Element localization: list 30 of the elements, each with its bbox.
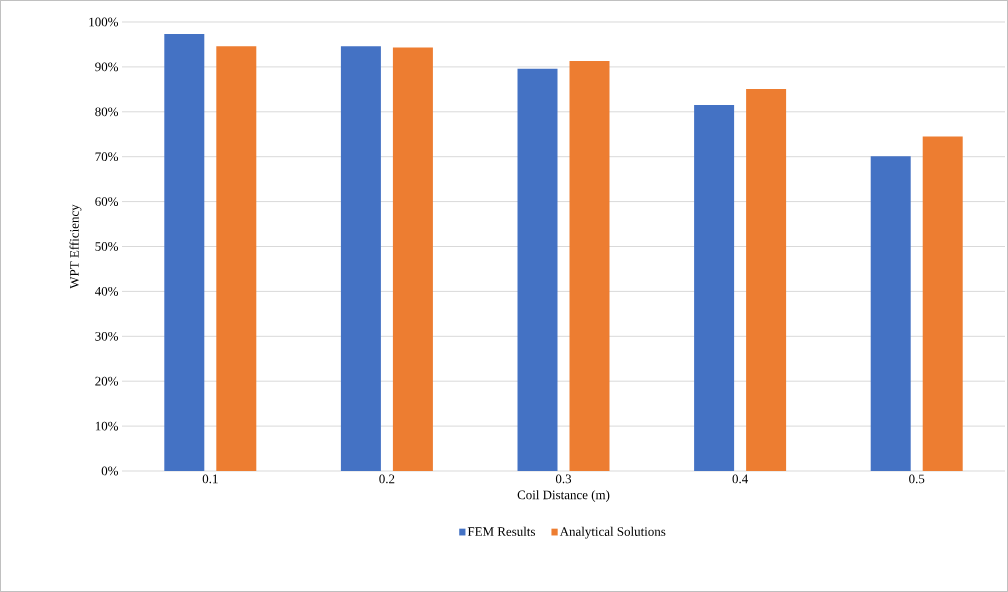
bar — [569, 61, 610, 471]
y-tick-label: 100% — [89, 17, 119, 27]
y-tick-label: 0% — [101, 466, 119, 476]
x-tick-label: 0.1 — [202, 474, 218, 484]
y-tick-label: 30% — [95, 331, 119, 341]
x-tick-label: 0.2 — [379, 474, 395, 484]
y-tick-label: 80% — [95, 107, 119, 117]
legend-label: FEM Results — [467, 526, 535, 536]
y-tick-label: 50% — [95, 242, 119, 251]
x-tick-label: 0.5 — [909, 474, 925, 484]
x-axis-title: Coil Distance (m) — [517, 490, 610, 502]
bar — [517, 68, 558, 471]
y-tick-label: 20% — [95, 376, 119, 386]
bar — [922, 136, 963, 471]
y-tick-label: 70% — [95, 152, 119, 162]
legend-label: Analytical Solutions — [559, 526, 666, 539]
x-tick-label: 0.4 — [732, 474, 749, 484]
bar — [392, 47, 433, 471]
bar — [340, 46, 381, 471]
bar — [216, 46, 257, 471]
bar — [746, 88, 787, 471]
x-tick-label: 0.3 — [555, 474, 572, 484]
y-tick-label: 10% — [95, 421, 119, 431]
y-axis-title: WPT Efficiency — [69, 204, 82, 289]
bar — [164, 34, 205, 471]
bar — [870, 156, 911, 471]
bar — [694, 105, 735, 471]
y-tick-label: 60% — [95, 197, 119, 206]
y-tick-label: 90% — [95, 62, 119, 72]
y-tick-label: 40% — [94, 287, 119, 296]
